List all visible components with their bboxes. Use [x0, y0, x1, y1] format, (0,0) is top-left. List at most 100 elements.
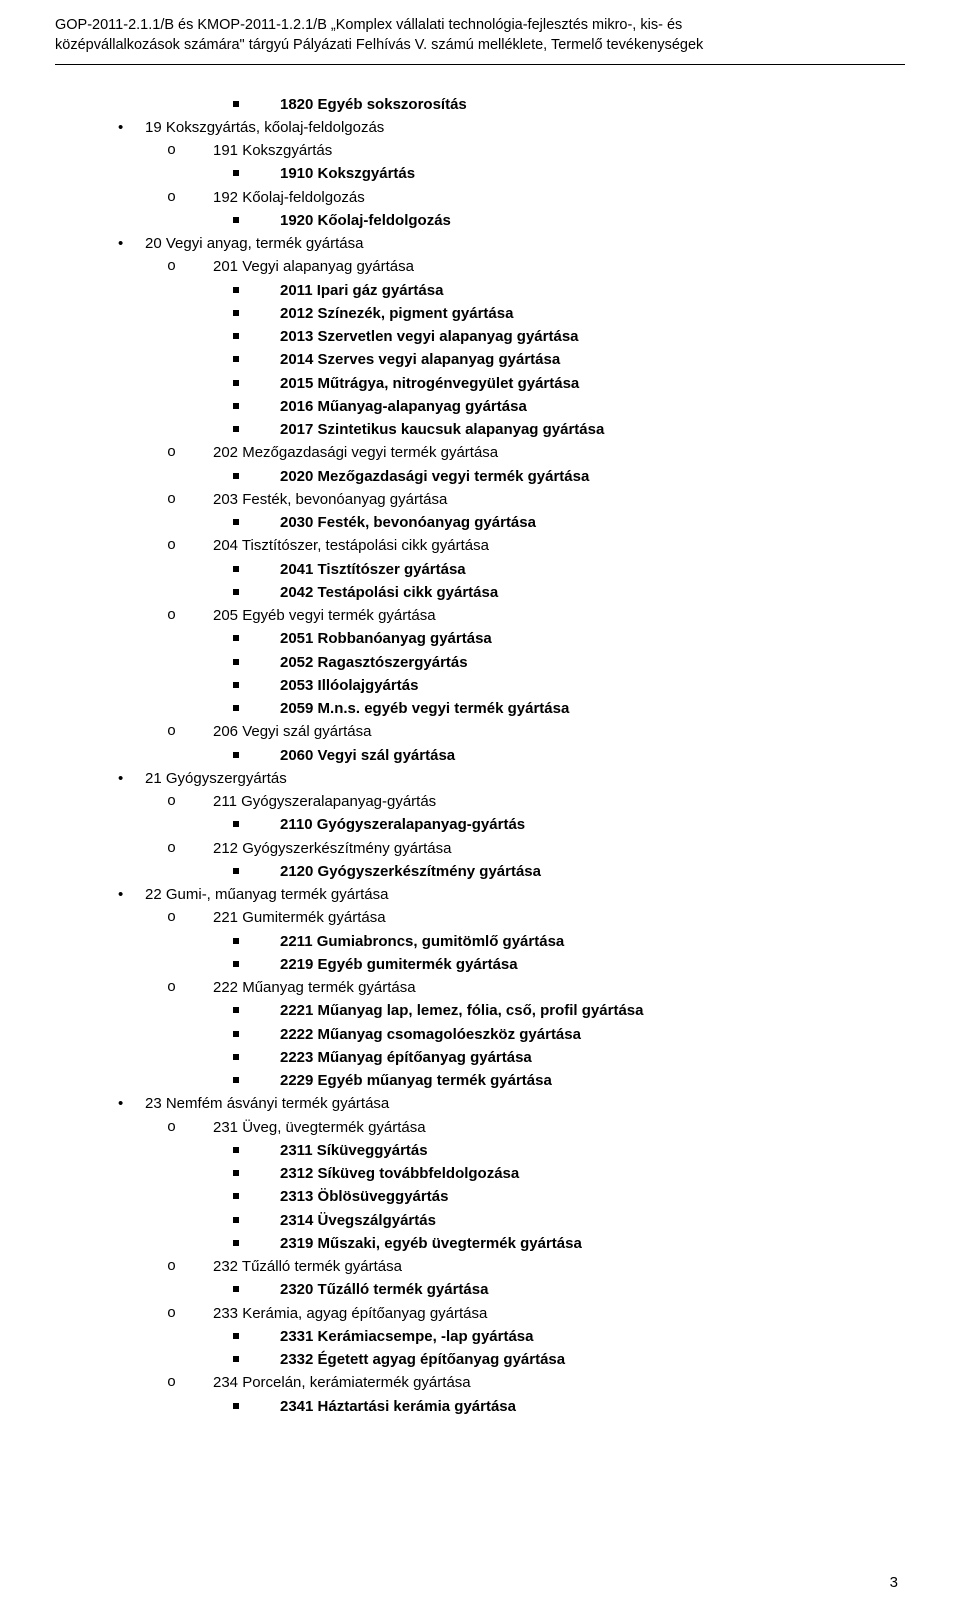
outline-level3-label: 2229 Egyéb műanyag termék gyártása: [280, 1072, 552, 1089]
outline-level3-item: 2319 Műszaki, egyéb üvegtermék gyártása: [213, 1232, 905, 1255]
outline-level3-list: 1920 Kőolaj-feldolgozás: [213, 209, 905, 232]
outline-level2-list: 211 Gyógyszeralapanyag-gyártás 2110 Gyógy…: [145, 790, 905, 883]
outline-level2-label: 203 Festék, bevonóanyag gyártása: [213, 491, 447, 508]
outline-level3-list: 2211 Gumiabroncs, gumitömlő gyártása 2219…: [213, 930, 905, 977]
outline-level3-list: 2020 Mezőgazdasági vegyi termék gyártása: [213, 465, 905, 488]
outline-level2-label: 233 Kerámia, agyag építőanyag gyártása: [213, 1305, 487, 1322]
outline-level3-label: 2013 Szervetlen vegyi alapanyag gyártása: [280, 328, 579, 345]
outline-level3-item: 2012 Színezék, pigment gyártása: [213, 302, 905, 325]
outline-level3-list: 1910 Kokszgyártás: [213, 162, 905, 185]
outline-level3-item: 2223 Műanyag építőanyag gyártása: [213, 1046, 905, 1069]
outline-level2-list: 191 Kokszgyártás 1910 Kokszgyártás 192 Kőo…: [145, 139, 905, 232]
outline-level3-label: 2011 Ipari gáz gyártása: [280, 282, 443, 299]
outline-level3-item: 2229 Egyéb műanyag termék gyártása: [213, 1069, 905, 1092]
outline-level3-label: 2041 Tisztítószer gyártása: [280, 561, 466, 578]
outline-level3-item: 2013 Szervetlen vegyi alapanyag gyártása: [213, 325, 905, 348]
outline-level3-label: 2042 Testápolási cikk gyártása: [280, 584, 498, 601]
outline-level2-label: 221 Gumitermék gyártása: [213, 909, 386, 926]
outline-level1-label: 20 Vegyi anyag, termék gyártása: [145, 235, 363, 252]
outline-level2-list: 1820 Egyéb sokszorosítás: [145, 93, 905, 116]
outline-level3-list: 2221 Műanyag lap, lemez, fólia, cső, pro…: [213, 999, 905, 1092]
outline-level2-item: 234 Porcelán, kerámiatermék gyártása2341…: [145, 1371, 905, 1418]
outline-level2-label: 211 Gyógyszeralapanyag-gyártás: [213, 793, 436, 810]
outline-level2-list: 231 Üveg, üvegtermék gyártása 2311 Síküve…: [145, 1116, 905, 1418]
outline-level3-item: 2059 M.n.s. egyéb vegyi termék gyártása: [213, 697, 905, 720]
outline-level1-label: 19 Kokszgyártás, kőolaj-feldolgozás: [145, 119, 384, 136]
outline-level2-item: 201 Vegyi alapanyag gyártása 2011 Ipari g…: [145, 255, 905, 441]
outline-level3-list: 2110 Gyógyszeralapanyag-gyártás: [213, 813, 905, 836]
outline-level1-item: 20 Vegyi anyag, termék gyártása 201 Vegyi…: [100, 232, 905, 767]
outline-level2-label: 204 Tisztítószer, testápolási cikk gyárt…: [213, 537, 489, 554]
outline-level3-list: 2030 Festék, bevonóanyag gyártása: [213, 511, 905, 534]
outline-level3-label: 2221 Műanyag lap, lemez, fólia, cső, pro…: [280, 1002, 643, 1019]
outline-level3-item: 2320 Tűzálló termék gyártása: [213, 1278, 905, 1301]
outline-level1-item: 21 Gyógyszergyártás 211 Gyógyszeralapanya…: [100, 767, 905, 883]
outline-level3-item: 2017 Szintetikus kaucsuk alapanyag gyárt…: [213, 418, 905, 441]
outline-level3-label: 2314 Üvegszálgyártás: [280, 1212, 436, 1229]
outline-level2-item: 233 Kerámia, agyag építőanyag gyártása 23…: [145, 1302, 905, 1372]
outline-level2-item: 202 Mezőgazdasági vegyi termék gyártása2…: [145, 441, 905, 488]
outline-level3-label: 1820 Egyéb sokszorosítás: [280, 96, 467, 113]
outline-level2-item: 211 Gyógyszeralapanyag-gyártás 2110 Gyógy…: [145, 790, 905, 837]
outline-level3-label: 2016 Műanyag-alapanyag gyártása: [280, 398, 527, 415]
outline-root: 1820 Egyéb sokszorosítás 19 Kokszgyártás,…: [55, 93, 905, 1418]
outline-level3-list: 2341 Háztartási kerámia gyártása: [213, 1395, 905, 1418]
outline-level2-label: 201 Vegyi alapanyag gyártása: [213, 258, 414, 275]
outline-level1-item: 22 Gumi-, műanyag termék gyártása 221 Gum…: [100, 883, 905, 1092]
outline-level3-item: 2332 Égetett agyag építőanyag gyártása: [213, 1348, 905, 1371]
outline-level2-label: 205 Egyéb vegyi termék gyártása: [213, 607, 436, 624]
outline-level3-list: 2320 Tűzálló termék gyártása: [213, 1278, 905, 1301]
outline-level3-item: 2314 Üvegszálgyártás: [213, 1209, 905, 1232]
outline-level3-list: 2060 Vegyi szál gyártása: [213, 744, 905, 767]
outline-level3-label: 2017 Szintetikus kaucsuk alapanyag gyárt…: [280, 421, 604, 438]
outline-level3-item: 1920 Kőolaj-feldolgozás: [213, 209, 905, 232]
outline-level3-label: 2312 Síküveg továbbfeldolgozása: [280, 1165, 519, 1182]
outline-level3-label: 2051 Robbanóanyag gyártása: [280, 630, 492, 647]
outline-level2-item: 212 Gyógyszerkészítmény gyártása 2120 Gyó…: [145, 837, 905, 884]
outline-level3-item: 2110 Gyógyszeralapanyag-gyártás: [213, 813, 905, 836]
outline-level2-label: 206 Vegyi szál gyártása: [213, 723, 371, 740]
outline-level3-label: 2331 Kerámiacsempe, -lap gyártása: [280, 1328, 533, 1345]
outline-level2-item: 222 Műanyag termék gyártása2221 Műanyag …: [145, 976, 905, 1092]
outline-level3-label: 2341 Háztartási kerámia gyártása: [280, 1398, 516, 1415]
outline-level1-label: 22 Gumi-, műanyag termék gyártása: [145, 886, 388, 903]
outline-level1-item: 23 Nemfém ásványi termék gyártása 231 Üve…: [100, 1092, 905, 1418]
outline-level3-label: 2012 Színezék, pigment gyártása: [280, 305, 513, 322]
outline-level3-label: 2219 Egyéb gumitermék gyártása: [280, 956, 518, 973]
outline-level2-list: 221 Gumitermék gyártása 2211 Gumiabroncs,…: [145, 906, 905, 1092]
outline-level1-label: 21 Gyógyszergyártás: [145, 770, 287, 787]
outline-level3-label: 2014 Szerves vegyi alapanyag gyártása: [280, 351, 560, 368]
outline-level3-item: 2016 Műanyag-alapanyag gyártása: [213, 395, 905, 418]
outline-level3-label: 1910 Kokszgyártás: [280, 165, 415, 182]
outline-level3-list: 2051 Robbanóanyag gyártása2052 Ragasztós…: [213, 627, 905, 720]
outline-level3-item: 2331 Kerámiacsempe, -lap gyártása: [213, 1325, 905, 1348]
outline-level3-item: 2120 Gyógyszerkészítmény gyártása: [213, 860, 905, 883]
outline-level3-list: 2331 Kerámiacsempe, -lap gyártása 2332 Ég…: [213, 1325, 905, 1372]
outline-level2-label: 231 Üveg, üvegtermék gyártása: [213, 1119, 426, 1136]
outline-level3-item: 2011 Ipari gáz gyártása: [213, 279, 905, 302]
outline-level3-list: 2011 Ipari gáz gyártása 2012 Színezék, pi…: [213, 279, 905, 442]
outline-level3-label: 2030 Festék, bevonóanyag gyártása: [280, 514, 536, 531]
outline-level3-item: 1910 Kokszgyártás: [213, 162, 905, 185]
header-line-2: középvállalkozások számára" tárgyú Pályá…: [55, 37, 703, 53]
outline-level1-label: 23 Nemfém ásványi termék gyártása: [145, 1095, 389, 1112]
outline-level3-item: 2060 Vegyi szál gyártása: [213, 744, 905, 767]
outline-level3-label: 1920 Kőolaj-feldolgozás: [280, 212, 451, 229]
outline-level2-item: 192 Kőolaj-feldolgozás1920 Kőolaj-feldol…: [145, 186, 905, 233]
outline-level2-item: 203 Festék, bevonóanyag gyártása 2030 Fes…: [145, 488, 905, 535]
outline-level3-item: 2020 Mezőgazdasági vegyi termék gyártása: [213, 465, 905, 488]
outline-level2-list: 201 Vegyi alapanyag gyártása 2011 Ipari g…: [145, 255, 905, 767]
outline-level3-item: 2211 Gumiabroncs, gumitömlő gyártása: [213, 930, 905, 953]
page-number: 3: [890, 1574, 898, 1591]
document-header: GOP-2011-2.1.1/B és KMOP-2011-1.2.1/B „K…: [55, 15, 905, 56]
outline-level2-label: 232 Tűzálló termék gyártása: [213, 1258, 402, 1275]
outline-level3-label: 2060 Vegyi szál gyártása: [280, 747, 455, 764]
outline-level2-item: 221 Gumitermék gyártása 2211 Gumiabroncs,…: [145, 906, 905, 976]
outline-level2-label: 191 Kokszgyártás: [213, 142, 332, 159]
outline-level3-label: 2313 Öblösüveggyártás: [280, 1188, 448, 1205]
outline-level3-item: 2219 Egyéb gumitermék gyártása: [213, 953, 905, 976]
outline-level2-label: 212 Gyógyszerkészítmény gyártása: [213, 840, 451, 857]
outline-level3-item: 1820 Egyéb sokszorosítás: [213, 93, 905, 116]
outline-level2-item: 231 Üveg, üvegtermék gyártása 2311 Síküve…: [145, 1116, 905, 1256]
outline-level3-list: 2311 Síküveggyártás2312 Síküveg továbbfe…: [213, 1139, 905, 1255]
